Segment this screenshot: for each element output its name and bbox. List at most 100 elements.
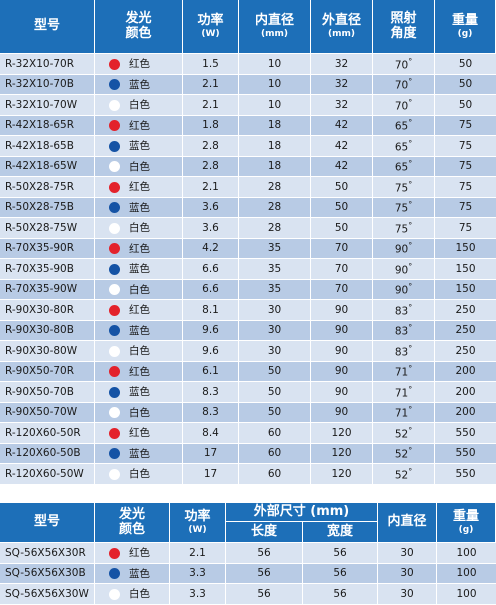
white-dot-icon (109, 468, 120, 480)
angle-value: 90 (394, 264, 409, 276)
header-outer-size: 外部尺寸 (mm) (226, 503, 379, 521)
inner-diameter-cell: 28 (239, 176, 311, 197)
header-weight: 重量 (g) (435, 0, 496, 53)
color-label: 红色 (129, 427, 150, 440)
degree-sign: ° (408, 261, 413, 271)
color-label: 蓝色 (129, 386, 150, 399)
color-label: 红色 (129, 119, 150, 132)
inner-diameter-cell: 28 (239, 217, 311, 238)
blue-dot-icon (109, 140, 120, 152)
degree-sign: ° (408, 466, 413, 476)
power-cell: 6.6 (183, 258, 239, 279)
model-cell: R-50X28-75W (0, 217, 95, 238)
model-cell: R-42X18-65W (0, 155, 95, 176)
angle-value: 70 (394, 59, 409, 71)
model-cell: R-90X30-80W (0, 340, 95, 361)
weight-cell: 200 (435, 381, 496, 402)
weight-cell: 75 (435, 135, 496, 156)
white-dot-icon (109, 161, 120, 173)
color-cell: 红色 (95, 114, 183, 135)
model-cell: R-42X18-65R (0, 114, 95, 135)
degree-sign: ° (408, 200, 413, 209)
angle-value: 90 (394, 243, 409, 256)
color-label: 白色 (129, 283, 150, 296)
weight-cell: 200 (435, 401, 496, 422)
angle-value: 83 (394, 305, 409, 317)
outer-diameter-cell: 70 (311, 278, 373, 299)
degree-sign: ° (408, 77, 413, 86)
angle-cell: 70° (373, 94, 435, 115)
angle-value: 70 (394, 79, 409, 92)
weight-cell: 250 (435, 299, 496, 320)
weight-cell: 50 (435, 73, 496, 94)
weight-cell: 50 (435, 53, 496, 74)
header-width: 宽度 (303, 521, 379, 542)
power-cell: 3.6 (183, 217, 239, 238)
outer-diameter-cell: 90 (311, 381, 373, 402)
angle-cell: 75° (373, 176, 435, 197)
power-cell: 8.3 (183, 381, 239, 402)
color-label: 白色 (129, 345, 150, 358)
white-dot-icon (109, 99, 120, 111)
model-cell: R-90X30-80R (0, 299, 95, 320)
round-light-spec-table: 型号 发光 颜色 功率 (W) 内直径 (mm) 外直径 (mm) 照射 角度 重量 (g)… (0, 0, 496, 484)
table-row: R-90X30-80W 白色 9.6 30 90 83° 250 (0, 340, 496, 361)
inner-diameter-cell: 10 (239, 73, 311, 94)
header-power: 功率 (W) (183, 0, 239, 53)
power-cell: 8.1 (183, 299, 239, 320)
color-label: 蓝色 (129, 447, 150, 460)
weight-cell: 75 (435, 155, 496, 176)
table-row: SQ-56X56X30W 白色 3.3 56 56 30 100 (0, 583, 496, 604)
table-row: R-32X10-70B 蓝色 2.1 10 32 70° 50 (0, 73, 496, 94)
power-cell: 8.3 (183, 401, 239, 422)
weight-cell: 150 (435, 237, 496, 258)
weight-cell: 150 (435, 258, 496, 279)
color-cell: 蓝色 (95, 135, 183, 156)
white-dot-icon (109, 588, 120, 600)
model-cell: SQ-56X56X30W (0, 583, 95, 604)
table-row: R-120X60-50B 蓝色 17 60 120 52° 550 (0, 442, 496, 463)
degree-sign: ° (408, 220, 413, 230)
color-cell: 白色 (95, 583, 170, 604)
model-cell: R-120X60-50R (0, 422, 95, 443)
weight-cell: 250 (435, 319, 496, 340)
header-inner-diameter: 内直径 (mm) (239, 0, 311, 53)
angle-value: 52 (394, 448, 409, 461)
red-dot-icon (109, 243, 120, 255)
header-row: 型号 发光 颜色 功率 (W) 内直径 (mm) 外直径 (mm) 照射 角度 重量 (g) (0, 0, 496, 53)
power-cell: 17 (183, 442, 239, 463)
table-row: R-50X28-75B 蓝色 3.6 28 50 75° 75 (0, 196, 496, 217)
inner-diameter-cell: 35 (239, 278, 311, 299)
degree-sign: ° (408, 179, 413, 189)
header-color: 发光 颜色 (95, 0, 183, 53)
weight-cell: 100 (437, 542, 496, 563)
red-dot-icon (109, 366, 120, 378)
weight-cell: 100 (437, 583, 496, 604)
degree-sign: ° (408, 56, 413, 66)
table-row: R-70X35-90W 白色 6.6 35 70 90° 150 (0, 278, 496, 299)
model-cell: R-90X30-80B (0, 319, 95, 340)
angle-cell: 83° (373, 319, 435, 340)
outer-diameter-cell: 50 (311, 217, 373, 238)
degree-sign: ° (408, 97, 413, 107)
color-label: 白色 (129, 160, 150, 173)
power-cell: 2.1 (183, 176, 239, 197)
inner-diameter-cell: 30 (378, 583, 438, 604)
model-cell: R-90X50-70B (0, 381, 95, 402)
outer-diameter-cell: 120 (311, 442, 373, 463)
inner-diameter-cell: 30 (239, 340, 311, 361)
degree-sign: ° (408, 282, 413, 291)
model-cell: R-32X10-70R (0, 53, 95, 74)
power-cell: 1.5 (183, 53, 239, 74)
degree-sign: ° (408, 343, 413, 353)
outer-diameter-cell: 42 (311, 114, 373, 135)
degree-sign: ° (408, 425, 413, 435)
square-light-spec-table: 型号 发光 颜色 功率 (W) 外部尺寸 (mm) 内直径 重量 (g) 长度 宽度 … (0, 503, 496, 604)
color-cell: 红色 (95, 176, 183, 197)
angle-cell: 52° (373, 422, 435, 443)
header-outer-diameter: 外直径 (mm) (311, 0, 373, 53)
angle-value: 83 (394, 325, 409, 338)
angle-value: 75 (394, 202, 409, 215)
angle-value: 75 (394, 223, 409, 235)
color-cell: 红色 (95, 422, 183, 443)
